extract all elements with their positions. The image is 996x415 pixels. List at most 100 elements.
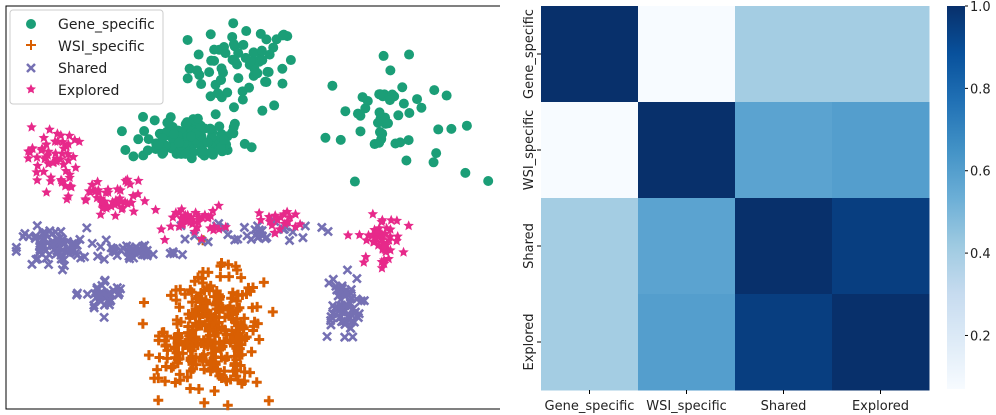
- scatter-point-plus: [190, 303, 201, 314]
- scatter-point-star: [115, 184, 126, 195]
- scatter-point-plus: [166, 290, 177, 301]
- scatter-point-star: [55, 129, 67, 140]
- scatter-point-plus: [189, 276, 200, 287]
- scatter-point-circle: [393, 110, 404, 121]
- scatter-point-circle: [401, 155, 412, 166]
- scatter-point-star: [266, 219, 278, 230]
- scatter-point-circle: [461, 120, 472, 131]
- scatter-point-circle: [128, 151, 139, 162]
- scatter-point-x: [141, 249, 152, 260]
- scatter-point-plus: [209, 385, 220, 396]
- scatter-point-circle: [142, 145, 153, 156]
- scatter-point-plus: [213, 289, 224, 300]
- scatter-point-circle: [217, 44, 228, 55]
- scatter-point-circle: [216, 74, 227, 85]
- scatter-point-circle: [139, 126, 150, 137]
- scatter-point-star: [56, 176, 68, 187]
- scatter-point-x: [79, 251, 90, 262]
- scatter-point-circle: [233, 48, 244, 59]
- scatter-point-star: [62, 148, 74, 159]
- scatter-point-plus: [143, 350, 154, 361]
- scatter-point-plus: [223, 259, 234, 270]
- scatter-point-x: [30, 233, 41, 244]
- scatter-point-circle: [206, 55, 217, 66]
- scatter-point-plus: [173, 330, 184, 341]
- heatmap-cells: [541, 6, 930, 391]
- scatter-point-plus: [251, 377, 262, 388]
- scatter-point-circle: [245, 56, 256, 67]
- scatter-point-plus: [172, 338, 183, 349]
- scatter-point-plus: [236, 339, 247, 350]
- scatter-point-x: [100, 275, 111, 286]
- scatter-point-plus: [187, 297, 198, 308]
- scatter-point-circle: [327, 80, 338, 91]
- scatter-point-plus: [221, 329, 232, 340]
- scatter-point-circle: [192, 113, 203, 124]
- heatmap-cell: [735, 198, 833, 295]
- scatter-point-star: [358, 256, 369, 267]
- colorbar-tick-label: 0.4: [970, 247, 991, 262]
- heatmap-cell: [832, 294, 930, 391]
- scatter-point-circle: [195, 121, 206, 132]
- heatmap-cell: [638, 102, 736, 199]
- scatter-point-circle: [431, 148, 442, 159]
- scatter-point-plus: [171, 347, 182, 358]
- scatter-point-star: [165, 221, 176, 231]
- legend-label: Explored: [58, 83, 119, 99]
- scatter-point-star: [64, 180, 76, 191]
- scatter-point-plus: [229, 317, 240, 328]
- scatter-point-plus: [237, 321, 248, 332]
- scatter-point-circle: [357, 92, 368, 103]
- scatter-point-x: [252, 221, 263, 231]
- y-tick-label: Shared: [522, 223, 537, 269]
- scatter-point-x: [88, 300, 99, 311]
- scatter-point-star: [290, 208, 301, 219]
- scatter-point-circle: [404, 108, 415, 119]
- scatter-point-circle: [143, 134, 154, 145]
- scatter-point-star: [371, 227, 382, 237]
- scatter-point-circle: [228, 102, 239, 113]
- scatter-point-star: [385, 231, 396, 242]
- scatter-point-plus: [239, 313, 250, 324]
- scatter-point-x: [81, 222, 92, 233]
- scatter-point-plus: [197, 356, 208, 367]
- scatter-point-x: [180, 234, 190, 244]
- scatter-point-x: [59, 260, 70, 271]
- scatter-point-star: [190, 207, 201, 218]
- scatter-point-star: [64, 130, 75, 141]
- scatter-point-star: [367, 208, 379, 219]
- scatter-point-plus: [190, 352, 201, 363]
- scatter-point-star: [74, 136, 85, 147]
- scatter-point-x: [343, 312, 354, 322]
- scatter-point-circle: [116, 126, 127, 137]
- scatter-point-x: [117, 243, 128, 253]
- scatter-point-circle: [182, 73, 193, 84]
- scatter-point-star: [86, 179, 98, 190]
- scatter-point-plus: [226, 325, 237, 336]
- scatter-point-plus: [224, 335, 235, 346]
- scatter-point-x: [322, 331, 332, 342]
- scatter-point-star: [38, 166, 49, 177]
- scatter-point-circle: [214, 121, 225, 132]
- scatter-point-circle: [397, 82, 408, 93]
- scatter-point-plus: [231, 354, 242, 365]
- scatter-point-plus: [252, 318, 263, 329]
- scatter-point-circle: [182, 34, 193, 45]
- scatter-point-star: [381, 222, 392, 233]
- scatter-point-plus: [206, 348, 217, 359]
- scatter-point-plus: [185, 365, 196, 376]
- scatter-point-circle: [483, 175, 494, 186]
- scatter-point-plus: [179, 339, 190, 350]
- scatter-point-x: [114, 288, 125, 299]
- scatter-point-x: [71, 290, 82, 300]
- scatter-point-circle: [205, 29, 216, 40]
- scatter-point-circle: [209, 44, 220, 55]
- scatter-point-circle: [174, 137, 185, 148]
- scatter-point-star: [290, 221, 301, 232]
- legend-entry-explored: Explored: [26, 83, 119, 99]
- scatter-point-circle: [228, 122, 239, 133]
- scatter-point-plus: [199, 285, 210, 296]
- scatter-point-plus: [220, 354, 231, 365]
- scatter-point-circle: [416, 102, 427, 113]
- scatter-point-star: [23, 145, 34, 156]
